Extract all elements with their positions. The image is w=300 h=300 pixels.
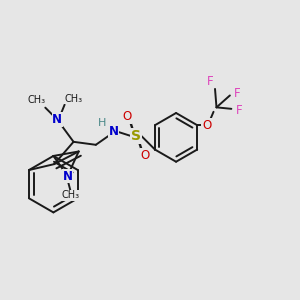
Text: CH₃: CH₃ (27, 95, 45, 105)
Text: F: F (234, 88, 241, 100)
Text: N: N (52, 113, 62, 126)
Text: N: N (109, 125, 119, 138)
Text: O: O (202, 119, 211, 132)
Text: CH₃: CH₃ (64, 94, 82, 104)
Text: H: H (98, 118, 106, 128)
Text: F: F (236, 104, 242, 117)
Text: CH₃: CH₃ (61, 190, 80, 200)
Text: O: O (140, 149, 149, 162)
Text: N: N (62, 169, 73, 182)
Text: S: S (131, 129, 141, 143)
Text: O: O (122, 110, 132, 123)
Text: F: F (207, 75, 214, 88)
